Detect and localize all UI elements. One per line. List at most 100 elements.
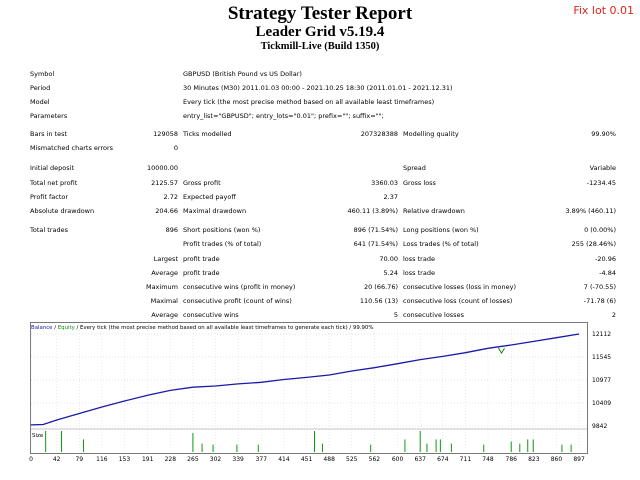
spread-label: Spread bbox=[403, 164, 426, 172]
average-label: Average bbox=[151, 269, 178, 277]
relative-drawdown-label: Relative drawdown bbox=[403, 207, 465, 215]
model-value: Every tick (the most precise method base… bbox=[183, 98, 435, 106]
average-profit-label: profit trade bbox=[183, 269, 220, 277]
series-line-balance bbox=[30, 333, 580, 426]
period-value: 30 Minutes (M30) 2011.01.03 00:00 - 2021… bbox=[183, 84, 453, 92]
size-label: Size bbox=[32, 433, 44, 439]
short-positions-value: 896 (71.54%) bbox=[353, 226, 398, 234]
y-tick-label: 10409 bbox=[592, 400, 612, 408]
y-tick-label: 12112 bbox=[592, 331, 612, 338]
profit-trades-value: 641 (71.54%) bbox=[353, 240, 398, 248]
period-label: Period bbox=[30, 84, 51, 92]
loss-trades-value: 255 (28.46%) bbox=[571, 240, 616, 248]
maximal-label: Maximal bbox=[150, 297, 178, 305]
x-tick-label: 600 bbox=[391, 456, 404, 463]
y-tick-label: 11545 bbox=[592, 353, 612, 361]
quality-label: Modelling quality bbox=[403, 130, 459, 138]
chart-title-sep: / bbox=[52, 325, 58, 331]
x-tick-label: 302 bbox=[209, 456, 222, 463]
total-trades-label: Total trades bbox=[30, 226, 68, 234]
x-tick-label: 414 bbox=[278, 456, 290, 463]
spread-value: Variable bbox=[589, 164, 616, 172]
max-consecutive-wins-label: consecutive wins (profit in money) bbox=[183, 283, 296, 291]
y-tick-label: 9842 bbox=[592, 423, 608, 430]
x-tick-label: 265 bbox=[187, 456, 199, 463]
short-positions-label: Short positions (won %) bbox=[183, 226, 261, 234]
series-line-equity bbox=[497, 347, 505, 355]
average-loss-label: loss trade bbox=[403, 269, 435, 277]
absolute-drawdown-label: Absolute drawdown bbox=[30, 207, 95, 215]
max-consecutive-wins-value: 20 (66.76) bbox=[363, 283, 398, 291]
largest-profit-value: 70.00 bbox=[379, 255, 398, 263]
fix-lot-note: Fix lot 0.01 bbox=[573, 4, 634, 17]
maximal-consecutive-loss-label: consecutive loss (count of losses) bbox=[403, 297, 513, 305]
gross-profit-label: Gross profit bbox=[183, 179, 221, 187]
chart-title-balance: Balance bbox=[31, 325, 53, 331]
x-tick-label: 79 bbox=[75, 456, 84, 463]
average-consecutive-label: Average bbox=[151, 311, 178, 319]
bars-label: Bars in test bbox=[30, 130, 68, 138]
x-tick-label: 377 bbox=[255, 456, 268, 463]
x-tick-label: 823 bbox=[528, 456, 540, 463]
expected-payoff-value: 2.37 bbox=[383, 193, 398, 201]
gross-loss-label: Gross loss bbox=[403, 179, 436, 187]
loss-trades-label: Loss trades (% of total) bbox=[403, 240, 479, 248]
average-consecutive-losses-label: consecutive losses bbox=[403, 311, 464, 319]
x-tick-label: 42 bbox=[52, 456, 61, 463]
maximal-consecutive-loss-value: -71.78 (6) bbox=[583, 297, 616, 305]
report-title: Strategy Tester Report bbox=[227, 3, 413, 24]
bars-value: 129058 bbox=[153, 130, 178, 138]
expected-payoff-label: Expected payoff bbox=[183, 193, 236, 201]
largest-loss-label: loss trade bbox=[403, 255, 435, 263]
largest-profit-label: profit trade bbox=[183, 255, 220, 263]
x-tick-label: 748 bbox=[482, 456, 494, 463]
long-positions-value: 0 (0.00%) bbox=[584, 226, 616, 234]
gross-profit-value: 3360.03 bbox=[371, 179, 398, 187]
x-tick-label: 488 bbox=[323, 456, 335, 463]
max-consecutive-losses-value: 7 (-70.55) bbox=[583, 283, 616, 291]
largest-loss-value: -20.96 bbox=[595, 255, 616, 263]
deposit-label: Initial deposit bbox=[30, 164, 75, 172]
x-tick-label: 339 bbox=[232, 456, 244, 463]
server-build: Tickmill-Live (Build 1350) bbox=[260, 41, 380, 52]
x-tick-label: 191 bbox=[141, 456, 154, 463]
x-tick-label: 0 bbox=[29, 456, 33, 463]
x-tick-label: 153 bbox=[118, 456, 131, 463]
absolute-drawdown-value: 204.66 bbox=[155, 207, 178, 215]
ticks-label: Ticks modelled bbox=[183, 130, 232, 138]
profit-trades-label: Profit trades (% of total) bbox=[183, 240, 262, 248]
y-tick-label: 10977 bbox=[592, 377, 612, 384]
quality-value: 99.90% bbox=[591, 130, 616, 138]
maximum-label: Maximum bbox=[145, 283, 178, 291]
mismatch-value: 0 bbox=[173, 144, 178, 152]
total-trades-value: 896 bbox=[165, 226, 178, 234]
x-tick-label: 674 bbox=[437, 456, 449, 463]
parameters-value: entry_list="GBPUSD"; entry_lots="0.01"; … bbox=[183, 112, 384, 120]
model-label: Model bbox=[30, 98, 50, 106]
relative-drawdown-value: 3.89% (460.11) bbox=[565, 207, 616, 215]
balance-chart bbox=[30, 322, 588, 454]
x-tick-label: 897 bbox=[573, 456, 585, 463]
mismatch-label: Mismatched charts errors bbox=[30, 144, 114, 152]
x-tick-label: 786 bbox=[505, 456, 517, 463]
gross-loss-value: -1234.45 bbox=[586, 179, 616, 187]
maximal-consecutive-profit-value: 110.56 (13) bbox=[359, 297, 398, 305]
x-tick-label: 711 bbox=[459, 456, 472, 463]
average-consecutive-losses-value: 2 bbox=[611, 311, 616, 319]
profit-factor-label: Profit factor bbox=[30, 193, 69, 201]
profit-factor-value: 2.72 bbox=[163, 193, 178, 201]
chart-title: Balance / Equity / Every tick (the most … bbox=[31, 325, 373, 331]
average-loss-value: -4.84 bbox=[599, 269, 616, 277]
net-profit-value: 2125.57 bbox=[151, 179, 178, 187]
net-profit-label: Total net profit bbox=[30, 179, 78, 187]
x-tick-label: 451 bbox=[300, 456, 313, 463]
x-tick-label: 860 bbox=[550, 456, 563, 463]
x-tick-label: 562 bbox=[368, 456, 381, 463]
x-tick-label: 228 bbox=[164, 456, 177, 463]
symbol-value: GBPUSD (British Pound vs US Dollar) bbox=[183, 70, 302, 78]
average-consecutive-wins-label: consecutive wins bbox=[183, 311, 239, 319]
max-consecutive-losses-label: consecutive losses (loss in money) bbox=[403, 283, 516, 291]
maximal-drawdown-value: 460.11 (3.89%) bbox=[347, 207, 398, 215]
parameters-label: Parameters bbox=[30, 112, 68, 120]
